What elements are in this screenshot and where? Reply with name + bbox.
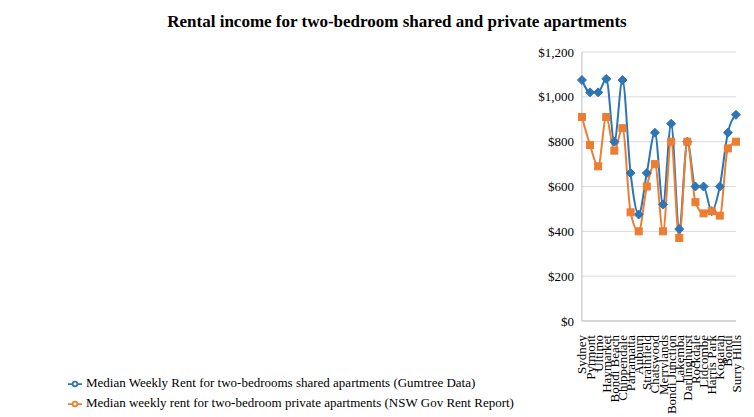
svg-text:$600: $600 bbox=[548, 179, 574, 194]
svg-text:$800: $800 bbox=[548, 134, 574, 149]
svg-text:$1,200: $1,200 bbox=[538, 45, 574, 60]
svg-text:$0: $0 bbox=[561, 314, 574, 329]
svg-text:Surry Hills: Surry Hills bbox=[729, 335, 744, 392]
svg-text:$1,000: $1,000 bbox=[538, 89, 574, 104]
html-text:Rental income for two-bedroom: Rental income for two-bedroom shared and… bbox=[167, 12, 627, 31]
html-text:Median weekly rent for two-bed: Median weekly rent for two-bedroom priva… bbox=[86, 395, 514, 410]
html-text:Median Weekly Rent for two-bed: Median Weekly Rent for two-bedrooms shar… bbox=[86, 375, 476, 390]
svg-text:$400: $400 bbox=[548, 224, 574, 239]
svg-text:$200: $200 bbox=[548, 269, 574, 284]
